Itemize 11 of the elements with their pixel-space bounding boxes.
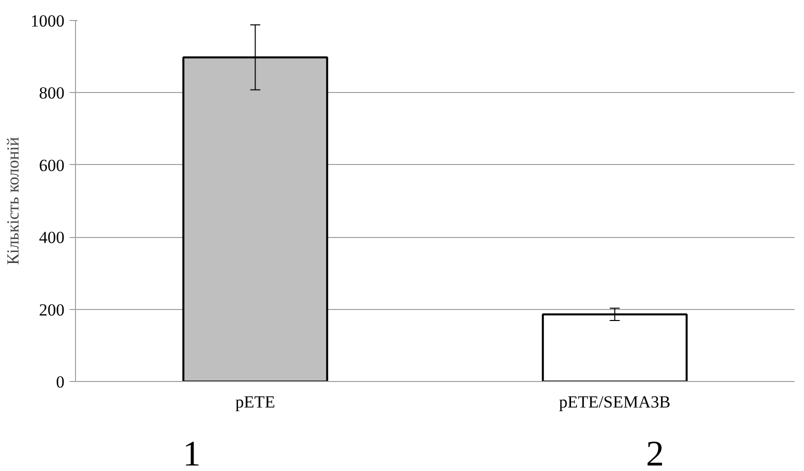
text: 1 [182, 434, 201, 471]
x-tick-label: pETE [235, 392, 276, 412]
y-tick-label: 600 [39, 156, 64, 175]
y-tick-label: 800 [39, 84, 64, 103]
y-axis-title: Кількість колоній [4, 137, 22, 265]
text: 2 [646, 434, 664, 471]
y-tick-label: 400 [39, 228, 64, 248]
y-tick-label: 1000 [30, 12, 64, 30]
y-tick-label: 0 [56, 372, 64, 392]
y-tick-label: 200 [39, 300, 64, 320]
x-tick-label: pETE/SEMA3B [559, 392, 670, 412]
